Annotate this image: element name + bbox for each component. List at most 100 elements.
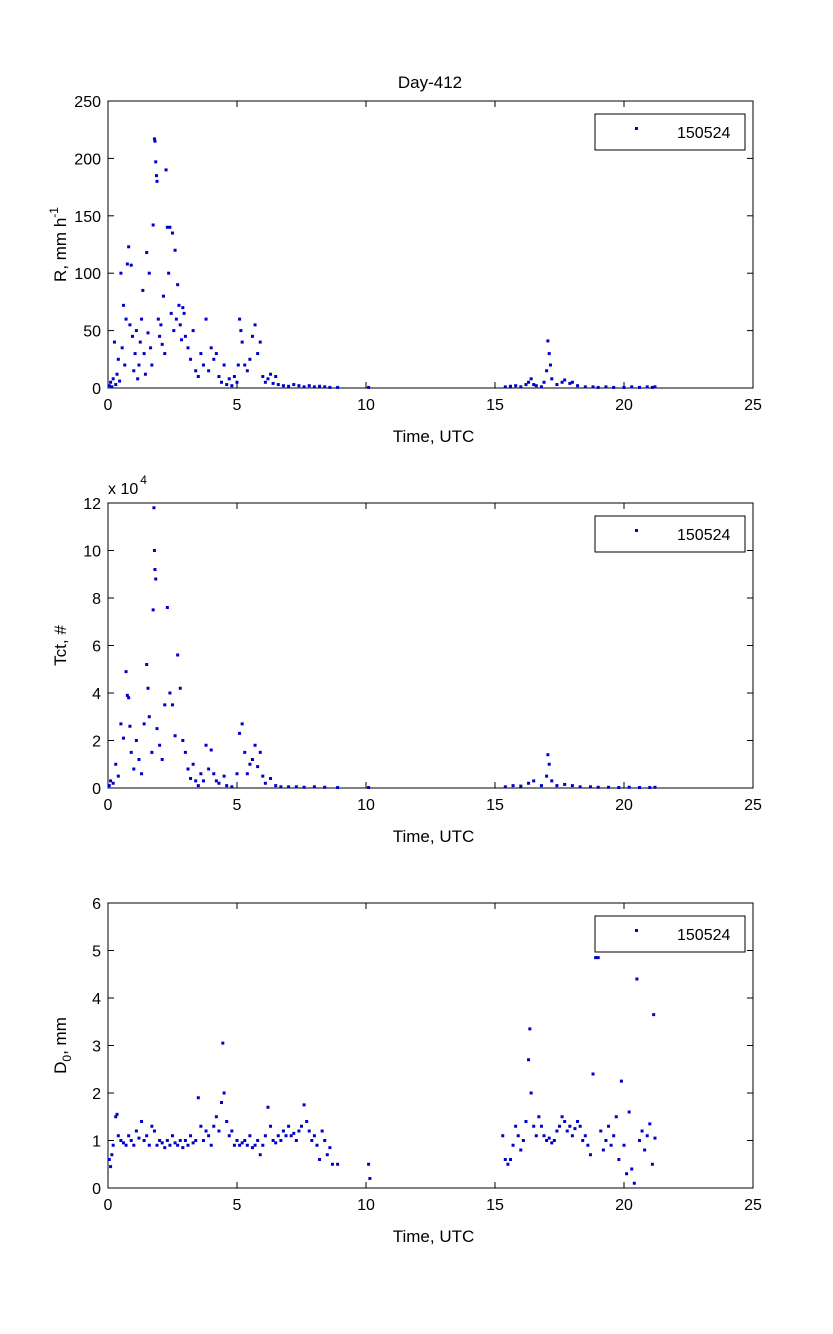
data-point [630, 385, 634, 389]
data-point [243, 1139, 247, 1142]
data-point [581, 1139, 585, 1142]
y-tick-label: 250 [74, 94, 101, 111]
data-point [127, 245, 131, 249]
data-point [269, 372, 273, 376]
data-point [302, 385, 306, 389]
data-point [501, 1134, 505, 1138]
data-point [637, 1139, 641, 1142]
data-point [138, 340, 142, 344]
data-point [248, 762, 252, 766]
y-axis-label-main: Tct, # [51, 625, 70, 666]
data-point [116, 357, 120, 361]
data-point [619, 1079, 623, 1083]
data-point [588, 785, 592, 789]
data-point [151, 608, 155, 612]
data-point [196, 784, 200, 788]
data-point [209, 748, 213, 752]
data-point [258, 1153, 262, 1157]
data-point [330, 1162, 334, 1166]
data-point [164, 168, 168, 172]
data-point [119, 271, 123, 275]
x-tick-label: 5 [233, 797, 242, 814]
data-point [545, 1139, 549, 1142]
legend-label: 150524 [677, 527, 730, 544]
data-point [142, 722, 146, 726]
data-point [583, 1134, 587, 1138]
data-point [196, 375, 200, 379]
data-point [189, 777, 193, 780]
data-point [263, 380, 267, 384]
data-point [204, 317, 208, 321]
data-point [158, 1139, 162, 1142]
data-point [107, 784, 111, 788]
data-point [640, 1129, 644, 1133]
data-point [225, 784, 229, 788]
data-point [524, 1120, 528, 1123]
data-point [128, 724, 132, 728]
data-point [558, 1124, 561, 1128]
data-point [121, 1141, 125, 1145]
data-point [519, 784, 523, 788]
data-point [570, 1134, 574, 1138]
legend-marker [635, 929, 638, 932]
y-tick-label: 1 [92, 1134, 101, 1151]
data-point [141, 288, 145, 292]
data-point [199, 772, 203, 776]
y-axis-label-tail: , mm [51, 1017, 70, 1055]
y-tick-label: 0 [92, 1181, 101, 1198]
data-point [547, 762, 551, 766]
y-axis-label: D0, mm [51, 1017, 74, 1074]
data-point [194, 779, 198, 783]
data-point [134, 1129, 138, 1133]
data-series [107, 956, 657, 1185]
data-point [243, 363, 247, 367]
data-point [563, 1120, 567, 1123]
y-tick-label: 50 [83, 324, 101, 341]
data-point [178, 1139, 182, 1142]
data-point [307, 1129, 311, 1133]
data-point [632, 1181, 636, 1185]
data-point [555, 784, 559, 788]
data-point [146, 686, 150, 690]
data-point [583, 385, 587, 389]
data-point [212, 357, 216, 361]
data-point [225, 383, 229, 387]
data-point [648, 786, 652, 790]
x-tick-label: 25 [744, 397, 762, 414]
data-point [552, 1139, 556, 1142]
data-point [207, 1134, 211, 1138]
data-point [111, 1143, 115, 1147]
data-point [586, 1143, 590, 1147]
data-point [109, 380, 113, 384]
data-point [368, 1177, 372, 1180]
data-point [279, 1139, 283, 1142]
data-point [181, 306, 185, 310]
data-point [236, 363, 240, 367]
y-tick-label: 8 [92, 591, 101, 608]
data-point [545, 369, 549, 373]
data-point [134, 329, 138, 333]
x-tick-label: 10 [357, 1197, 375, 1214]
data-point [176, 653, 180, 657]
data-point [171, 1134, 174, 1138]
data-point [607, 1124, 611, 1128]
data-point [271, 1139, 275, 1142]
x-tick-label: 15 [486, 1197, 504, 1214]
data-point [201, 1139, 205, 1142]
data-point [645, 1134, 649, 1138]
data-point [253, 323, 257, 327]
data-point [125, 262, 129, 266]
data-point [287, 785, 291, 789]
x-tick-label: 20 [615, 397, 633, 414]
data-point [367, 786, 371, 790]
data-point [165, 225, 169, 229]
data-point [643, 1148, 647, 1152]
data-point [133, 352, 137, 356]
data-point [111, 781, 115, 785]
data-point [201, 363, 205, 367]
x-tick-label: 20 [615, 1197, 633, 1214]
data-point [199, 352, 203, 356]
data-point [110, 385, 114, 389]
data-point [302, 1103, 306, 1107]
